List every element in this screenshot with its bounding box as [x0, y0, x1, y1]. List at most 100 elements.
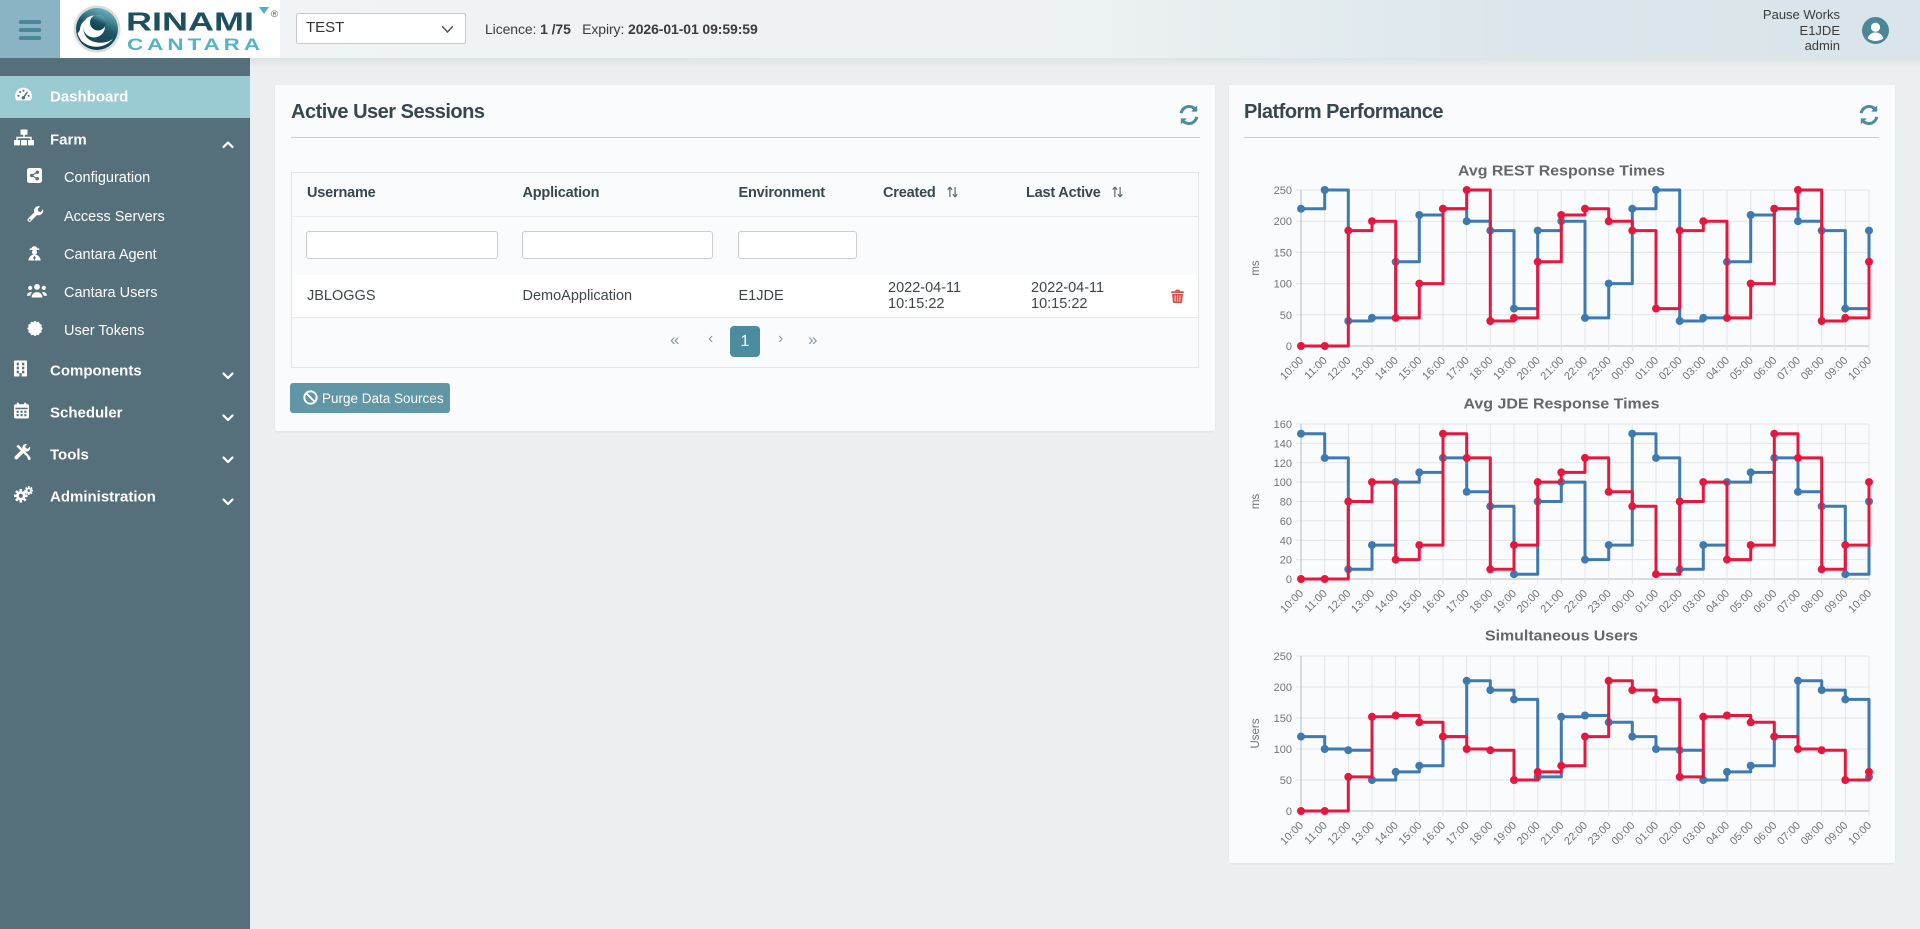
svg-text:80: 80	[1280, 497, 1292, 509]
svg-text:12:00: 12:00	[1325, 588, 1353, 616]
svg-text:02:00: 02:00	[1657, 588, 1685, 616]
svg-text:22:00: 22:00	[1562, 588, 1590, 616]
svg-text:40: 40	[1280, 535, 1292, 547]
svg-text:07:00: 07:00	[1775, 820, 1803, 848]
svg-text:13:00: 13:00	[1349, 820, 1377, 848]
svg-text:100: 100	[1274, 477, 1292, 489]
svg-text:06:00: 06:00	[1751, 588, 1779, 616]
svg-text:120: 120	[1274, 458, 1292, 470]
svg-text:10:00: 10:00	[1846, 588, 1874, 616]
svg-text:15:00: 15:00	[1396, 820, 1424, 848]
svg-text:03:00: 03:00	[1680, 820, 1708, 848]
svg-text:50: 50	[1280, 775, 1292, 787]
svg-text:05:00: 05:00	[1728, 820, 1756, 848]
svg-text:04:00: 04:00	[1704, 588, 1732, 616]
svg-text:200: 200	[1274, 682, 1292, 694]
svg-text:09:00: 09:00	[1822, 355, 1850, 383]
svg-text:ms: ms	[1250, 494, 1262, 510]
svg-text:CANTARA: CANTARA	[127, 35, 264, 54]
svg-text:08:00: 08:00	[1799, 355, 1827, 383]
svg-text:®: ®	[271, 9, 278, 20]
svg-text:250: 250	[1274, 185, 1292, 197]
svg-text:0: 0	[1286, 574, 1292, 586]
svg-text:Avg REST Response Times: Avg REST Response Times	[1458, 163, 1665, 180]
svg-text:02:00: 02:00	[1657, 355, 1685, 383]
svg-text:0: 0	[1286, 806, 1292, 818]
svg-text:05:00: 05:00	[1728, 355, 1756, 383]
svg-text:12:00: 12:00	[1325, 820, 1353, 848]
svg-text:10:00: 10:00	[1846, 820, 1874, 848]
svg-text:150: 150	[1274, 247, 1292, 259]
svg-text:10:00: 10:00	[1278, 820, 1306, 848]
svg-text:18:00: 18:00	[1467, 820, 1495, 848]
svg-text:03:00: 03:00	[1680, 588, 1708, 616]
svg-text:06:00: 06:00	[1751, 820, 1779, 848]
svg-text:18:00: 18:00	[1467, 355, 1495, 383]
svg-text:17:00: 17:00	[1444, 355, 1472, 383]
svg-text:07:00: 07:00	[1775, 588, 1803, 616]
svg-text:21:00: 21:00	[1538, 820, 1566, 848]
svg-text:16:00: 16:00	[1420, 820, 1448, 848]
svg-text:15:00: 15:00	[1396, 588, 1424, 616]
svg-text:100: 100	[1274, 279, 1292, 291]
svg-text:23:00: 23:00	[1586, 588, 1614, 616]
svg-text:17:00: 17:00	[1444, 588, 1472, 616]
svg-text:00:00: 00:00	[1609, 820, 1637, 848]
svg-text:23:00: 23:00	[1586, 355, 1614, 383]
svg-text:ms: ms	[1250, 260, 1262, 276]
svg-text:Simultaneous Users: Simultaneous Users	[1485, 628, 1638, 645]
svg-text:11:00: 11:00	[1302, 820, 1329, 847]
svg-text:20: 20	[1280, 555, 1292, 567]
svg-text:12:00: 12:00	[1325, 355, 1353, 383]
svg-text:10:00: 10:00	[1278, 355, 1306, 383]
svg-text:22:00: 22:00	[1562, 355, 1590, 383]
svg-text:200: 200	[1274, 216, 1292, 228]
svg-text:11:00: 11:00	[1302, 588, 1329, 615]
svg-text:07:00: 07:00	[1775, 355, 1803, 383]
svg-text:09:00: 09:00	[1822, 820, 1850, 848]
svg-text:08:00: 08:00	[1799, 588, 1827, 616]
svg-text:16:00: 16:00	[1420, 355, 1448, 383]
svg-text:19:00: 19:00	[1491, 355, 1519, 383]
svg-text:20:00: 20:00	[1515, 820, 1543, 848]
svg-text:01:00: 01:00	[1633, 355, 1661, 383]
svg-text:21:00: 21:00	[1538, 355, 1566, 383]
svg-text:20:00: 20:00	[1515, 588, 1543, 616]
svg-text:19:00: 19:00	[1491, 588, 1519, 616]
svg-text:18:00: 18:00	[1467, 588, 1495, 616]
svg-text:01:00: 01:00	[1633, 820, 1661, 848]
svg-text:13:00: 13:00	[1349, 588, 1377, 616]
svg-text:14:00: 14:00	[1373, 820, 1401, 848]
svg-text:60: 60	[1280, 516, 1292, 528]
svg-text:10:00: 10:00	[1846, 355, 1874, 383]
svg-text:02:00: 02:00	[1657, 820, 1685, 848]
svg-text:19:00: 19:00	[1491, 820, 1519, 848]
svg-text:00:00: 00:00	[1609, 355, 1637, 383]
svg-text:00:00: 00:00	[1609, 588, 1637, 616]
svg-text:140: 140	[1274, 438, 1292, 450]
svg-text:50: 50	[1280, 310, 1292, 322]
svg-text:17:00: 17:00	[1444, 820, 1472, 848]
svg-text:04:00: 04:00	[1704, 820, 1732, 848]
svg-text:Users: Users	[1250, 718, 1262, 748]
svg-text:160: 160	[1274, 419, 1292, 431]
svg-text:05:00: 05:00	[1728, 588, 1756, 616]
svg-text:04:00: 04:00	[1704, 355, 1732, 383]
svg-text:21:00: 21:00	[1538, 588, 1566, 616]
svg-text:Avg JDE Response Times: Avg JDE Response Times	[1464, 396, 1660, 413]
svg-text:14:00: 14:00	[1373, 355, 1401, 383]
svg-text:20:00: 20:00	[1515, 355, 1543, 383]
svg-text:13:00: 13:00	[1349, 355, 1377, 383]
svg-text:23:00: 23:00	[1586, 820, 1614, 848]
svg-text:08:00: 08:00	[1799, 820, 1827, 848]
svg-text:15:00: 15:00	[1396, 355, 1424, 383]
svg-text:09:00: 09:00	[1822, 588, 1850, 616]
svg-text:11:00: 11:00	[1302, 355, 1329, 382]
svg-text:RINAMI: RINAMI	[126, 7, 254, 37]
svg-text:0: 0	[1286, 341, 1292, 353]
svg-text:250: 250	[1274, 651, 1292, 663]
svg-text:01:00: 01:00	[1633, 588, 1661, 616]
svg-text:22:00: 22:00	[1562, 820, 1590, 848]
svg-text:06:00: 06:00	[1751, 355, 1779, 383]
svg-text:14:00: 14:00	[1373, 588, 1401, 616]
